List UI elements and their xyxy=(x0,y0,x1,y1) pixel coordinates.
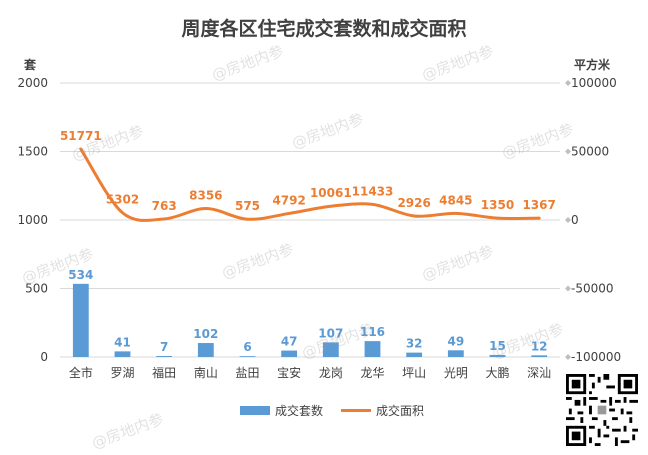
right-axis-unit: 平方米 xyxy=(574,58,611,72)
bar-data-label: 49 xyxy=(447,334,464,348)
bar-data-label: 41 xyxy=(114,335,131,349)
left-tick-label: 0 xyxy=(40,350,48,364)
category-label: 全市 xyxy=(69,365,93,380)
category-label: 深汕 xyxy=(527,366,551,380)
left-axis-unit: 套 xyxy=(24,58,37,72)
bar xyxy=(447,350,464,357)
right-tick-marker xyxy=(565,285,571,292)
bar xyxy=(156,356,173,357)
line-data-label: 2926 xyxy=(397,196,430,210)
category-label: 福田 xyxy=(152,365,176,380)
bar xyxy=(281,350,298,357)
bar xyxy=(489,354,506,357)
bar-data-label: 12 xyxy=(531,339,548,353)
line-data-label: 1350 xyxy=(481,198,514,212)
category-label: 龙华 xyxy=(360,366,384,380)
left-tick-label: 2000 xyxy=(17,76,48,90)
bar-data-label: 7 xyxy=(160,340,168,354)
legend: 成交套数 成交面积 xyxy=(240,402,424,419)
bar-data-label: 116 xyxy=(360,325,385,339)
bar-data-label: 47 xyxy=(281,335,298,349)
area-series-line xyxy=(79,147,541,222)
category-label: 坪山 xyxy=(402,366,426,380)
bar-data-label: 102 xyxy=(193,327,218,341)
chart-title: 周度各区住宅成交套数和成交面积 xyxy=(181,18,467,40)
category-label: 南山 xyxy=(194,365,218,380)
bar xyxy=(531,355,548,357)
category-label: 光明 xyxy=(444,366,468,380)
line-data-label: 1367 xyxy=(522,198,555,212)
right-tick-marker xyxy=(565,148,571,155)
line-data-label: 4792 xyxy=(272,193,305,207)
legend-bar-swatch xyxy=(240,406,270,415)
bar-data-label: 6 xyxy=(243,340,251,354)
category-label: 宝安 xyxy=(277,365,301,380)
bar xyxy=(406,352,423,357)
legend-line-label: 成交面积 xyxy=(376,404,425,418)
line-data-label: 5302 xyxy=(106,193,139,207)
bar xyxy=(114,351,131,357)
right-tick-label: 100000 xyxy=(571,76,617,90)
qr-code-image xyxy=(566,374,638,446)
right-tick-marker xyxy=(565,80,571,86)
left-tick-label: 500 xyxy=(25,282,48,296)
legend-line-swatch xyxy=(341,409,372,412)
bar xyxy=(364,341,381,357)
line-data-label: 575 xyxy=(235,199,260,213)
line-data-label: 763 xyxy=(152,199,177,213)
right-tick-label: -50000 xyxy=(571,282,614,296)
bar xyxy=(197,343,214,357)
legend-bar-label: 成交套数 xyxy=(275,404,324,418)
bar-data-label: 534 xyxy=(68,268,93,282)
line-data-label: 10061 xyxy=(310,186,352,200)
right-tick-label: 50000 xyxy=(571,145,609,159)
right-tick-label: 0 xyxy=(571,213,579,227)
bar xyxy=(72,283,89,357)
right-tick-label: -100000 xyxy=(571,350,621,364)
bar xyxy=(239,356,256,357)
line-data-label: 4845 xyxy=(439,193,472,207)
bar-data-label: 32 xyxy=(406,337,423,351)
bar xyxy=(322,342,339,357)
line-data-label: 11433 xyxy=(352,184,394,198)
right-tick-marker xyxy=(565,354,571,360)
line-data-label: 8356 xyxy=(189,189,222,203)
right-tick-marker xyxy=(565,217,571,223)
bar-data-label: 15 xyxy=(489,339,506,353)
left-tick-label: 1500 xyxy=(17,145,48,159)
category-label: 大鹏 xyxy=(485,366,509,380)
bar-data-label: 107 xyxy=(318,326,343,340)
line-data-label: 51771 xyxy=(60,129,102,143)
category-label: 罗湖 xyxy=(110,365,134,380)
category-label: 龙岗 xyxy=(319,366,343,380)
left-tick-label: 1000 xyxy=(17,213,48,227)
category-label: 盐田 xyxy=(235,366,259,380)
